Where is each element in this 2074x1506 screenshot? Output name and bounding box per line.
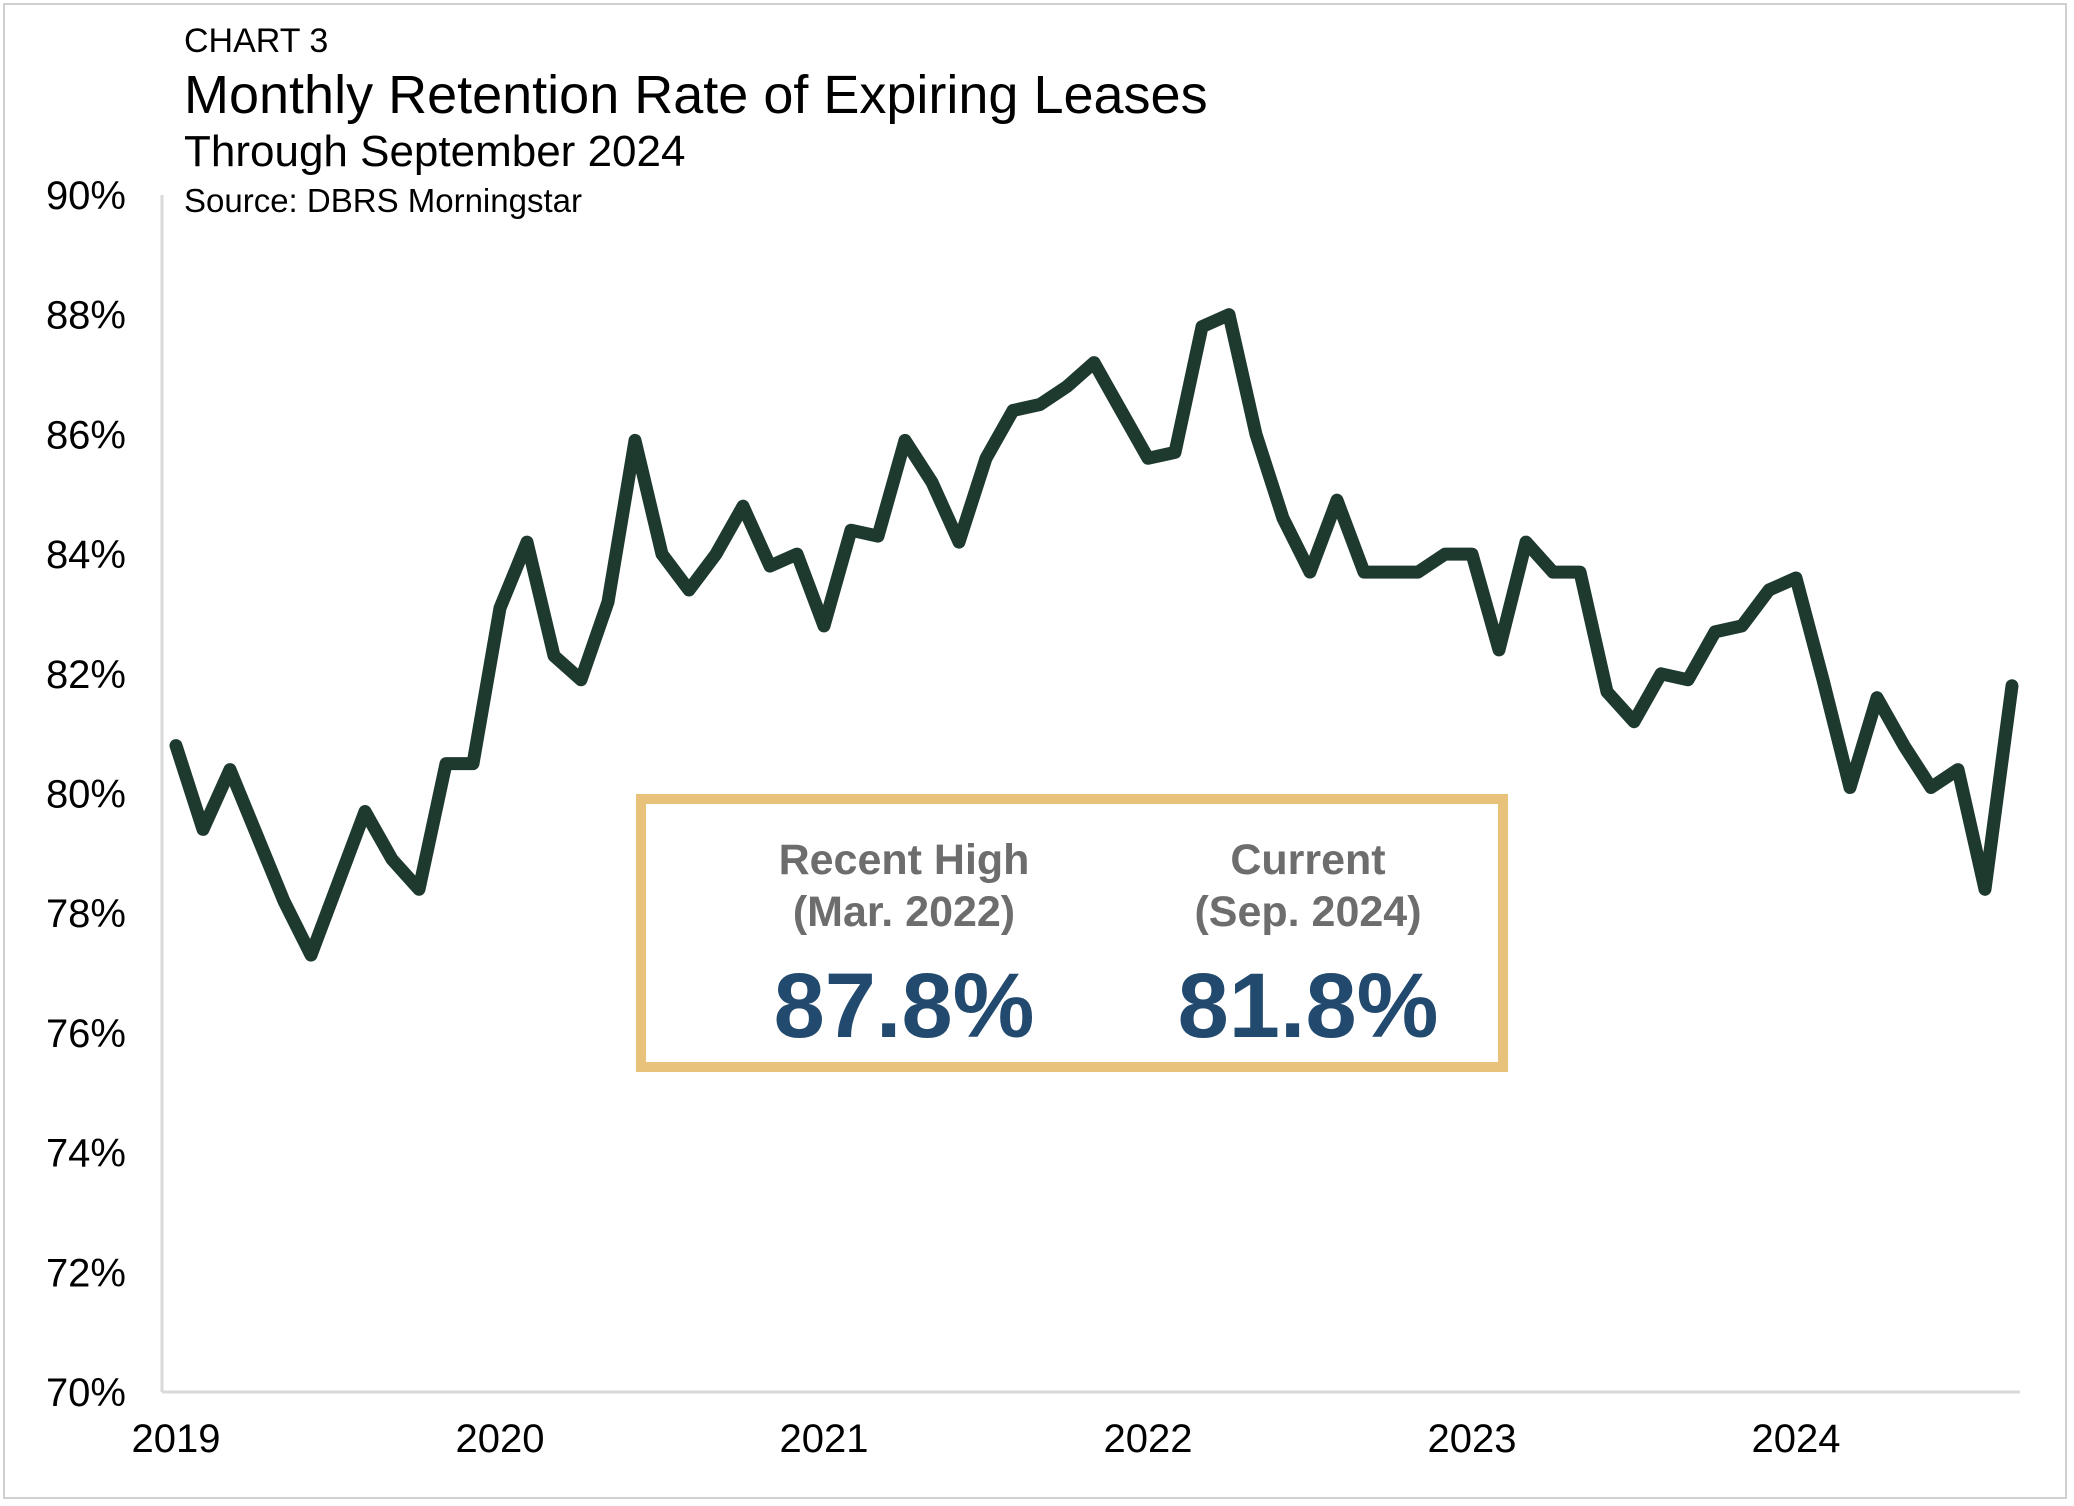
recent-high-label: Recent High <box>778 836 1030 884</box>
x-tick-label: 2023 <box>1428 1417 1517 1461</box>
y-tick-label: 78% <box>46 892 126 936</box>
y-tick-label: 90% <box>46 174 126 218</box>
recent-high-stat: Recent High (Mar. 2022) 87.8% <box>734 834 1074 1056</box>
y-tick-label: 74% <box>46 1132 126 1176</box>
recent-high-value: 87.8% <box>773 955 1035 1057</box>
y-tick-label: 72% <box>46 1251 126 1295</box>
y-tick-label: 80% <box>46 773 126 817</box>
x-tick-label: 2024 <box>1752 1417 1841 1461</box>
y-tick-label: 70% <box>46 1371 126 1415</box>
y-tick-label: 86% <box>46 413 126 457</box>
x-tick-label: 2020 <box>456 1417 545 1461</box>
y-tick-label: 76% <box>46 1012 126 1056</box>
y-tick-label: 88% <box>46 294 126 338</box>
y-tick-label: 82% <box>46 653 126 697</box>
current-stat: Current (Sep. 2024) 81.8% <box>1138 834 1478 1056</box>
current-date: (Sep. 2024) <box>1194 888 1422 936</box>
y-tick-label: 84% <box>46 533 126 577</box>
stats-callout-box: Recent High (Mar. 2022) 87.8% Current (S… <box>636 794 1508 1072</box>
x-tick-label: 2022 <box>1104 1417 1193 1461</box>
x-tick-label: 2021 <box>780 1417 869 1461</box>
chart-number: CHART 3 <box>184 22 329 60</box>
current-label: Current <box>1230 836 1386 884</box>
chart-source: Source: DBRS Morningstar <box>184 182 582 219</box>
chart-subtitle: Through September 2024 <box>184 127 686 176</box>
chart-title: Monthly Retention Rate of Expiring Lease… <box>184 65 1208 125</box>
chart-frame <box>3 3 2067 1499</box>
x-tick-label: 2019 <box>132 1417 221 1461</box>
current-value: 81.8% <box>1177 955 1439 1057</box>
recent-high-date: (Mar. 2022) <box>792 888 1016 936</box>
retention-rate-series-line <box>169 308 2019 962</box>
